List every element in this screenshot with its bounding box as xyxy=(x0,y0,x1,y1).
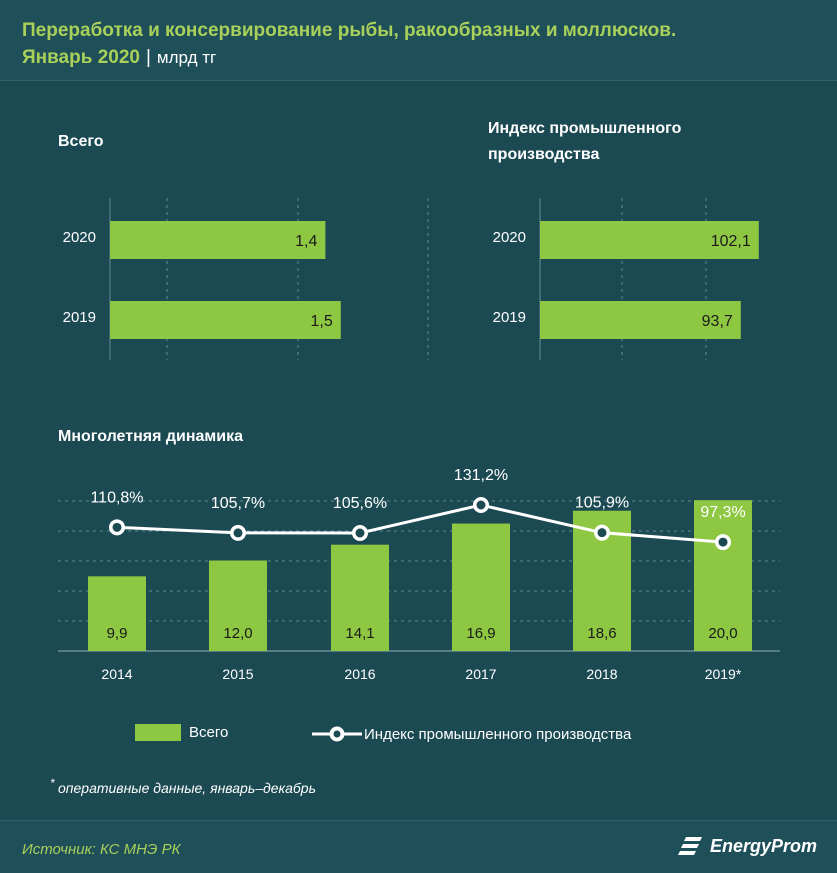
dynamics-index-point-center xyxy=(355,528,365,538)
dynamics-index-point-center xyxy=(233,528,243,538)
legend-bar: Всего xyxy=(135,724,228,741)
dynamics-x-tick-label: 2014 xyxy=(101,666,132,682)
footer: Источник: КС МНЭ РК EnergyProm xyxy=(0,820,837,873)
dynamics-index-label: 105,6% xyxy=(333,495,387,512)
dynamics-index-point-center xyxy=(112,522,122,532)
dynamics-index-point-center xyxy=(718,537,728,547)
dynamics-index-label: 110,8% xyxy=(90,489,143,506)
dynamics-index-line xyxy=(116,503,724,544)
dynamics-bar-value-label: 14,1 xyxy=(345,625,374,642)
legend-line: Индекс промышленного производства xyxy=(312,724,631,744)
title-period: Январь 2020 xyxy=(22,47,140,68)
footnote-star: * xyxy=(50,776,55,790)
dynamics-bar-value-label: 9,9 xyxy=(107,625,128,642)
dynamics-x-tick-label: 2019* xyxy=(705,666,742,682)
dynamics-bar xyxy=(452,523,510,651)
index-panel-title-line2: производства xyxy=(488,146,600,163)
dynamics-x-tick-label: 2015 xyxy=(222,666,253,682)
dynamics-bar-value-label: 12,0 xyxy=(223,625,252,642)
dynamics-index-label: 105,7% xyxy=(211,495,265,512)
dynamics-index-point-center xyxy=(476,500,486,510)
dynamics-bar-value-label: 20,0 xyxy=(708,625,737,642)
legend-bar-swatch xyxy=(135,724,181,741)
dynamics-x-tick-label: 2016 xyxy=(344,666,375,682)
index-category-label: 2020 xyxy=(493,229,526,246)
dynamics-title: Многолетняя динамика xyxy=(58,428,243,445)
title-unit: млрд тг xyxy=(156,48,217,67)
index-category-label: 2019 xyxy=(493,309,526,326)
footnote-text: оперативные данные, январь–декабрь xyxy=(58,780,316,796)
dynamics-x-tick-label: 2018 xyxy=(586,666,617,682)
index-panel-title-line1: Индекс промышленного xyxy=(488,120,682,137)
dynamics-index-label: 131,2% xyxy=(454,467,508,484)
total-value-label: 1,5 xyxy=(311,313,333,330)
index-value-label: 102,1 xyxy=(711,233,751,250)
energyprom-logo-text: EnergyProm xyxy=(709,835,817,856)
source-text: Источник: КС МНЭ РК xyxy=(22,841,181,858)
index-bar xyxy=(540,221,759,259)
dynamics-bar xyxy=(88,576,146,651)
dynamics-index-label: 97,3% xyxy=(700,504,745,521)
dynamics-bar xyxy=(331,544,389,651)
legend-line-swatch xyxy=(312,726,362,742)
energyprom-logo: EnergyProm xyxy=(677,835,817,857)
dynamics-bar xyxy=(209,560,267,651)
dynamics-x-tick-label: 2017 xyxy=(465,666,496,682)
total-category-label: 2019 xyxy=(63,309,96,326)
total-bar xyxy=(110,221,326,259)
index-value-label: 93,7 xyxy=(702,313,733,330)
energyprom-logo-icon xyxy=(677,837,702,855)
dynamics-bar xyxy=(694,500,752,651)
dynamics-index-label: 105,9% xyxy=(575,495,629,512)
title-separator: | xyxy=(145,47,151,68)
title-line2: Январь 2020 | млрд тг xyxy=(22,47,216,69)
dynamics-bar-value-label: 18,6 xyxy=(587,625,616,642)
total-bar xyxy=(110,301,341,339)
dynamics-index-point-center xyxy=(597,528,607,538)
total-value-label: 1,4 xyxy=(295,233,317,250)
dynamics-bar-value-label: 16,9 xyxy=(466,625,495,642)
footnote: * оперативные данные, январь–декабрь xyxy=(50,776,316,796)
legend-line-label: Индекс промышленного производства xyxy=(364,725,632,743)
title-line1: Переработка и консервирование рыбы, рако… xyxy=(22,20,677,41)
total-panel-title: Всего xyxy=(58,133,104,150)
legend-bar-label: Всего xyxy=(189,724,229,741)
total-category-label: 2020 xyxy=(63,229,96,246)
index-bar xyxy=(540,301,741,339)
header: Переработка и консервирование рыбы, рако… xyxy=(0,0,837,81)
